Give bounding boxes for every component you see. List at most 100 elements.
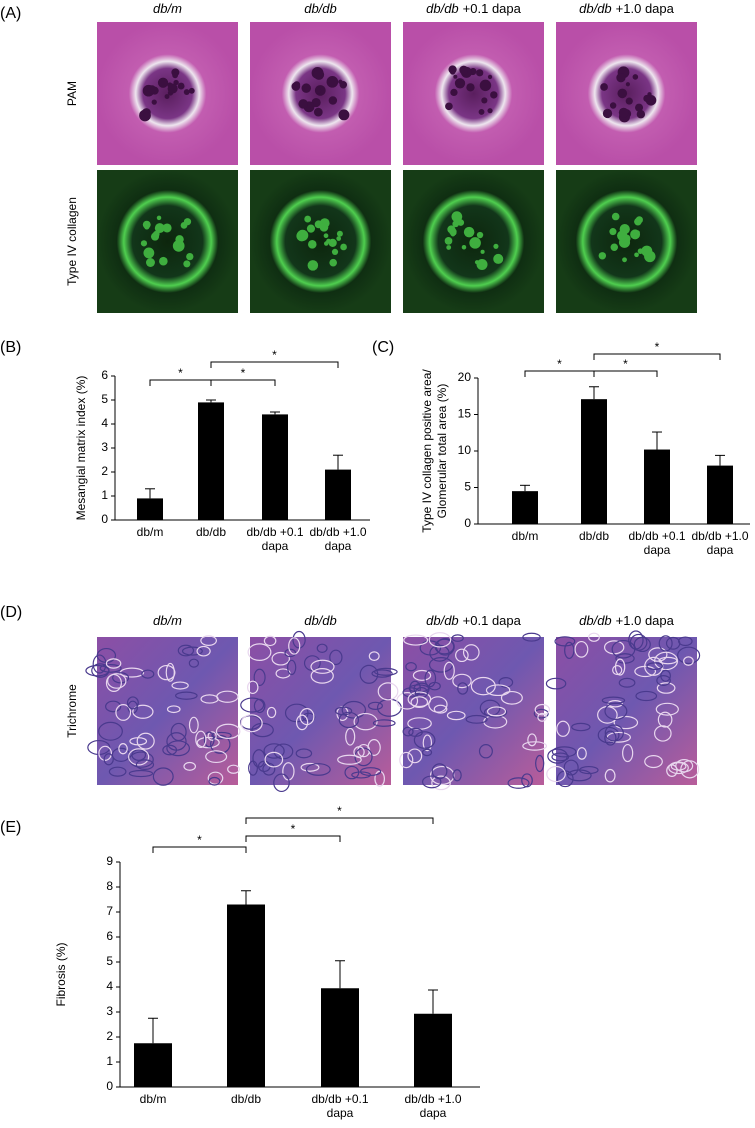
column-header: db/m: [153, 613, 182, 628]
tubule: [310, 667, 334, 684]
micrograph: [97, 22, 238, 165]
tubule: [203, 731, 215, 748]
cell: [157, 77, 169, 88]
tubule: [200, 635, 217, 646]
tubule: [273, 773, 290, 793]
x-tick-label: db/db +0.1 dapa: [246, 525, 304, 553]
micrograph: [97, 170, 238, 313]
cell: [459, 65, 469, 75]
tubule: [428, 681, 441, 691]
tubule: [419, 640, 442, 656]
tubule: [353, 712, 378, 731]
tubule: [216, 690, 239, 703]
bar: [512, 491, 538, 524]
tubule: [522, 741, 548, 751]
cell: [304, 215, 312, 223]
tubule: [424, 669, 437, 688]
tubule: [551, 746, 577, 758]
x-tick-label-box: db/db +0.1 dapa: [246, 525, 304, 553]
cell: [635, 230, 640, 235]
tubule: [677, 646, 701, 665]
tubule: [181, 646, 203, 656]
cell: [340, 243, 347, 251]
x-tick-label: db/m: [511, 529, 539, 543]
tubule: [271, 651, 290, 666]
cell: [183, 260, 191, 268]
tubule: [535, 754, 545, 773]
significance-bracket: [210, 379, 276, 386]
tubule: [428, 632, 452, 648]
tubule: [284, 648, 297, 658]
significance-label: *: [623, 357, 628, 371]
tubule: [107, 673, 127, 689]
tubule: [263, 743, 285, 759]
y-tick-label: 10: [458, 443, 472, 457]
bar: [137, 498, 163, 520]
tubule: [263, 635, 277, 647]
cell: [326, 238, 331, 244]
cell: [609, 102, 617, 109]
cell: [487, 108, 493, 114]
tubule: [295, 748, 313, 759]
cell: [625, 97, 633, 105]
cell: [306, 224, 316, 233]
tubule: [498, 677, 514, 688]
y-tick-label: 6: [106, 929, 113, 943]
cell: [616, 73, 626, 83]
tubule: [657, 711, 673, 728]
tubule: [407, 748, 423, 764]
tubule: [604, 730, 617, 746]
tubule: [183, 761, 197, 771]
tubule: [98, 721, 123, 741]
tubule: [665, 636, 681, 650]
column-header: db/db +1.0 dapa: [579, 613, 675, 628]
significance-bracket: [149, 379, 212, 386]
tubule: [367, 739, 381, 756]
tubule: [196, 645, 211, 657]
micrograph: [239, 630, 402, 793]
y-tick-label: 0: [106, 1079, 113, 1093]
panel-label: (C): [372, 339, 394, 356]
dose: +1.0 dapa: [616, 1, 675, 16]
tubule: [337, 754, 362, 765]
x-tick-label: db/db +1.0 dapa: [691, 529, 749, 557]
tubule: [215, 723, 241, 739]
cell: [183, 218, 192, 226]
column-header: db/db: [304, 613, 337, 628]
cell: [313, 69, 325, 80]
strain: db/db: [579, 1, 612, 16]
cell: [453, 74, 458, 79]
micrograph: [556, 22, 697, 165]
micrograph: [97, 22, 238, 165]
cell: [466, 83, 475, 92]
cell: [328, 96, 338, 105]
y-tick-label: 15: [458, 407, 472, 421]
cell: [635, 216, 643, 224]
significance-label: *: [557, 357, 562, 371]
tubule: [613, 715, 639, 730]
cell: [451, 211, 463, 223]
cell: [449, 69, 456, 75]
tubule: [177, 644, 195, 657]
cell: [326, 76, 339, 88]
y-tick-label: 8: [106, 879, 113, 893]
tubule: [208, 776, 221, 786]
x-tick-label-box: db/db +1.0 dapa: [309, 525, 366, 553]
x-tick-label-box: db/db +0.1 dapa: [628, 529, 685, 557]
y-tick-label: 2: [101, 464, 108, 478]
cell: [454, 78, 466, 89]
tubule: [410, 696, 429, 708]
cell: [296, 229, 309, 242]
tubule: [666, 764, 678, 777]
strain: db/m: [153, 1, 182, 16]
tubule: [368, 651, 380, 661]
tubule: [128, 769, 154, 778]
cell: [634, 252, 639, 258]
tubule: [316, 643, 328, 653]
cell: [143, 111, 150, 118]
cell: [478, 109, 485, 115]
tubule: [372, 719, 396, 727]
tubule: [341, 700, 367, 719]
tubule: [451, 634, 464, 642]
